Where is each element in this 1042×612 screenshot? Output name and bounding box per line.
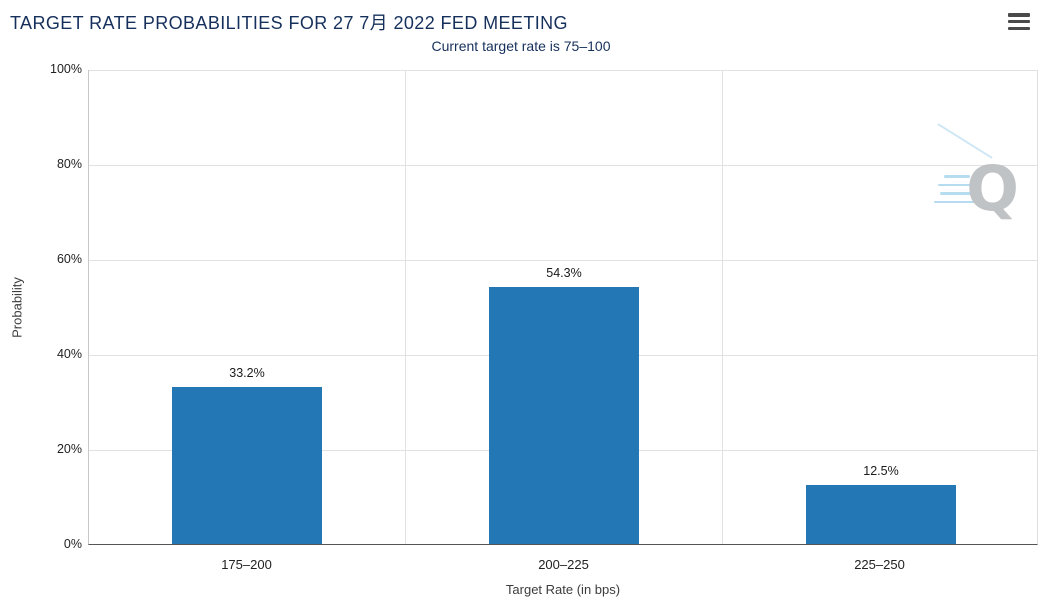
y-tick-label: 0% — [63, 537, 82, 551]
gridline — [89, 70, 1037, 71]
x-axis-title: Target Rate (in bps) — [505, 582, 621, 597]
page-title: TARGET RATE PROBABILITIES FOR 27 7月 2022… — [10, 13, 568, 33]
watermark-speed-lines-icon — [934, 175, 981, 203]
x-tick-label: 175–200 — [221, 557, 272, 572]
x-tick-label: 200–225 — [538, 557, 589, 572]
gridline — [405, 70, 406, 544]
y-axis-title: Probability — [9, 277, 25, 338]
gridline — [89, 165, 1037, 166]
hamburger-icon — [1008, 26, 1030, 30]
quikstrike-watermark: Q — [934, 158, 1019, 220]
chart-subtitle: Current target rate is 75–100 — [431, 38, 611, 54]
plot-area: Q 33.2% 54.3% 12.5% — [88, 70, 1038, 545]
x-tick-label: 225–250 — [854, 557, 905, 572]
bar-group-225-250: 12.5% — [806, 70, 956, 544]
hamburger-icon — [1008, 13, 1030, 17]
y-tick-label: 80% — [56, 157, 82, 171]
bar-200-225[interactable] — [489, 286, 639, 544]
y-tick-label: 20% — [56, 442, 82, 456]
quikstrike-q-logo-icon: Q — [966, 152, 1019, 225]
bar-225-250[interactable] — [806, 484, 956, 544]
y-tick-label: 40% — [56, 347, 82, 361]
hamburger-menu-button[interactable] — [1008, 13, 1030, 30]
y-tick-label: 100% — [50, 62, 82, 76]
y-tick-label: 60% — [56, 252, 82, 266]
hamburger-icon — [1008, 19, 1030, 24]
bar-value-label: 33.2% — [229, 365, 265, 380]
bar-175-200[interactable] — [172, 386, 322, 544]
bar-value-label: 12.5% — [863, 463, 899, 478]
bar-value-label: 54.3% — [546, 265, 582, 280]
bar-group-175-200: 33.2% — [172, 70, 322, 544]
gridline — [722, 70, 723, 544]
bar-group-200-225: 54.3% — [489, 70, 639, 544]
gridline — [89, 260, 1037, 261]
